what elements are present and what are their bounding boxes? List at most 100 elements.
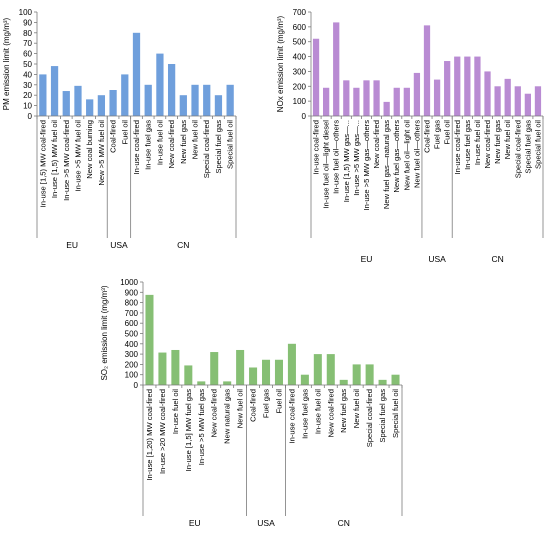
category-label: New fuel oil — [236, 389, 245, 429]
category-label: Special fuel gas — [523, 120, 532, 174]
bar — [210, 352, 219, 385]
y-tick-label: 300 — [125, 350, 139, 359]
category-label: Special fuel gas — [378, 389, 387, 443]
group-label: USA — [257, 518, 275, 528]
category-label: Fuel gas — [262, 389, 271, 418]
category-label: Special coal-fired — [365, 389, 374, 447]
category-label: Special fuel oil — [533, 120, 542, 169]
y-tick-label: 600 — [293, 23, 307, 32]
y-axis-title: SO₂ emission limit (mg/m³) — [100, 285, 109, 380]
category-label: New fuel gas — [339, 389, 348, 433]
bar — [203, 84, 211, 116]
y-tick-label: 1000 — [120, 278, 138, 287]
category-label: In-use fuel oil — [313, 389, 322, 434]
bar — [333, 22, 340, 116]
category-label: In-use fuel oil — [171, 389, 180, 434]
y-tick-label: 0 — [302, 112, 307, 121]
y-axis-title: NOx emission limit (mg/m³) — [276, 15, 285, 112]
bar — [365, 364, 374, 385]
bar — [145, 294, 154, 385]
category-label: New fuel oil—light oil — [402, 120, 411, 191]
category-label: In-use fuel oil—others — [332, 120, 341, 194]
category-label: New coal-fired — [483, 120, 492, 169]
category-label: New fuel gas—natural gas — [382, 120, 391, 209]
category-label: In-use fuel oil — [155, 120, 164, 165]
y-tick-label: 70 — [23, 39, 32, 48]
y-tick-label: 500 — [125, 330, 139, 339]
y-tick-label: 10 — [23, 102, 32, 111]
category-label: Fuel gas — [433, 120, 442, 149]
category-label: Special fuel gas — [214, 120, 223, 174]
category-label: In-use [1,20) MW coal-fired — [145, 389, 154, 481]
category-label: In-use coal-fired — [287, 389, 296, 443]
group-label: CN — [491, 254, 503, 264]
category-label: Special fuel oil — [391, 389, 400, 438]
bar — [534, 86, 542, 116]
category-label: New fuel oil—others — [412, 120, 421, 188]
bar — [236, 349, 245, 385]
category-label: In-use fuel gas — [300, 389, 309, 439]
bar — [352, 364, 361, 385]
category-label: Special coal-fired — [513, 120, 522, 178]
y-axis-title: PM emission limit (mg/m³) — [2, 17, 11, 110]
bar — [393, 87, 400, 116]
bar — [484, 71, 491, 116]
bar — [158, 352, 167, 385]
category-label: New fuel oil — [191, 120, 200, 160]
group-label: CN — [177, 240, 189, 250]
bar — [353, 87, 360, 116]
category-label: In-use >20 MW coal-fired — [158, 389, 167, 474]
category-label: In-use [1,5] MW fuel gas — [184, 389, 193, 472]
bar — [391, 374, 400, 385]
chart-panel-2: 0 100 200 300 400 500 600 700 NOx emission limit… — [276, 8, 544, 264]
y-tick-label: 400 — [125, 340, 139, 349]
category-label: In-use fuel gas — [463, 120, 472, 170]
bar — [300, 374, 309, 385]
bar — [223, 381, 232, 385]
category-label: In-use coal-fired — [453, 120, 462, 174]
bar — [326, 354, 335, 385]
category-label: New fuel gas—others — [392, 120, 401, 193]
bar — [444, 61, 451, 116]
category-label: New fuel gas — [493, 120, 502, 164]
bar — [86, 99, 94, 116]
y-tick-label: 200 — [293, 82, 307, 91]
bar — [274, 359, 283, 385]
category-label: In-use fuel oil—light diesel — [322, 120, 331, 209]
group-label: USA — [110, 240, 128, 250]
y-tick-label: 50 — [23, 60, 32, 69]
category-label: In-use >5 MW fuel gas — [197, 389, 206, 465]
category-label: New coal-fired — [210, 389, 219, 438]
category-label: In-use >5 MW coal-fired — [62, 120, 71, 201]
category-label: In-use fuel gas — [144, 120, 153, 170]
category-label: In-use >5 MW gas—... — [352, 120, 361, 196]
bar — [109, 90, 117, 116]
bar — [191, 84, 199, 116]
category-label: In-use [1,5) MW fuel oil — [50, 120, 59, 198]
category-label: Fuel oil — [443, 120, 452, 145]
y-tick-label: 200 — [125, 360, 139, 369]
y-tick-label: 0 — [28, 112, 33, 121]
bar — [383, 101, 390, 116]
category-label: New natural gas — [223, 389, 232, 444]
category-label: Coal-fired — [423, 120, 432, 153]
bar — [378, 379, 387, 385]
bar — [121, 74, 129, 116]
category-label: New coal-fired — [372, 120, 381, 169]
bar — [474, 56, 481, 116]
category-label: New fuel gas — [179, 120, 188, 164]
y-tick-label: 100 — [293, 97, 307, 106]
group-label: EU — [66, 240, 78, 250]
y-tick-label: 90 — [23, 18, 32, 27]
bar — [504, 78, 511, 116]
y-tick-label: 0 — [134, 381, 139, 390]
category-label: New coal-fired — [167, 120, 176, 169]
y-tick-label: 40 — [23, 70, 32, 79]
category-label: In-use coal-fired — [312, 120, 321, 174]
bar — [413, 72, 421, 116]
y-tick-label: 20 — [23, 91, 32, 100]
bar — [184, 365, 193, 385]
bar — [433, 79, 441, 116]
group-label: USA — [428, 254, 446, 264]
